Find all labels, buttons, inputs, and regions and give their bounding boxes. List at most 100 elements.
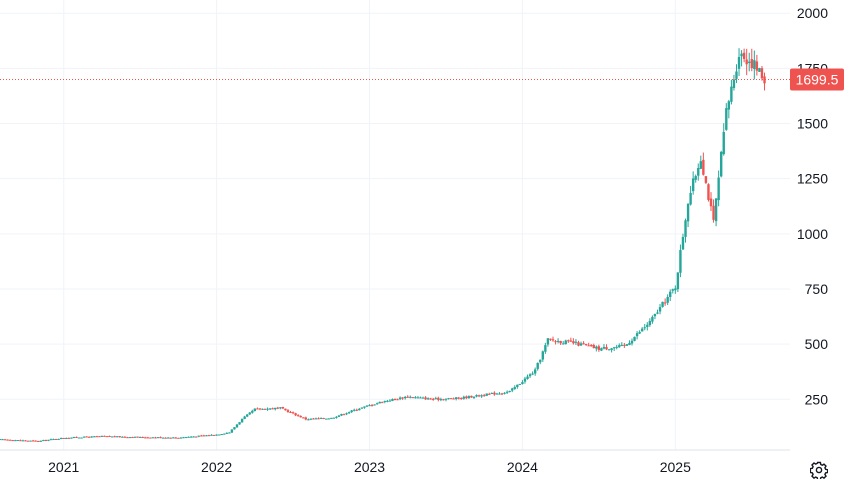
- candle: [141, 436, 144, 439]
- candle: [671, 288, 674, 294]
- settings-button[interactable]: [809, 461, 829, 481]
- candle: [118, 436, 121, 438]
- candle: [217, 434, 221, 436]
- candle: [694, 174, 697, 183]
- candle: [493, 391, 496, 396]
- candle: [14, 439, 17, 442]
- candle: [432, 397, 435, 401]
- candle: [177, 437, 180, 439]
- candle: [202, 434, 206, 437]
- candle: [312, 417, 315, 420]
- candle: [187, 436, 190, 438]
- candle: [740, 50, 743, 67]
- candle: [258, 408, 262, 411]
- candle: [383, 400, 387, 404]
- candle: [82, 436, 86, 438]
- candle: [342, 413, 346, 416]
- candle: [70, 437, 73, 439]
- candle: [536, 362, 539, 371]
- candle: [26, 440, 30, 442]
- candle: [39, 440, 42, 442]
- x-tick-label: 2023: [354, 459, 385, 475]
- candle: [704, 176, 708, 185]
- candle: [651, 315, 654, 324]
- y-tick-label: 750: [805, 281, 829, 297]
- candle: [240, 418, 244, 423]
- candle: [172, 437, 175, 439]
- y-tick-label: 1000: [797, 226, 828, 242]
- candle: [465, 395, 468, 400]
- candle: [57, 438, 60, 440]
- candle: [19, 439, 22, 442]
- candle: [80, 437, 83, 439]
- candle: [31, 439, 35, 442]
- candle: [725, 103, 728, 131]
- candle: [607, 349, 611, 351]
- candle: [182, 436, 185, 439]
- time-axis[interactable]: 2021 2022 2023 2024 2025: [0, 449, 790, 475]
- candle: [434, 396, 437, 400]
- candle: [416, 396, 420, 399]
- candle: [289, 410, 292, 414]
- x-tick-label: 2025: [660, 459, 691, 475]
- candle: [758, 67, 761, 73]
- candle: [133, 436, 137, 438]
- candle: [419, 396, 422, 399]
- candle: [628, 340, 631, 346]
- candle: [210, 434, 213, 436]
- candle: [691, 171, 695, 195]
- candle: [248, 412, 251, 416]
- candle: [350, 409, 353, 414]
- candle: [381, 401, 384, 404]
- candle: [324, 418, 328, 420]
- candle: [528, 373, 532, 378]
- last-price-value: 1699.5: [796, 72, 839, 88]
- candle: [212, 434, 216, 436]
- candle: [485, 393, 488, 397]
- candle: [44, 439, 48, 442]
- candle: [138, 436, 142, 438]
- candle: [615, 344, 618, 350]
- candle: [274, 407, 277, 411]
- candle: [65, 437, 68, 440]
- candle: [426, 397, 430, 400]
- candle: [656, 309, 659, 315]
- candle: [195, 436, 198, 438]
- candle: [11, 439, 14, 442]
- candle: [189, 435, 193, 438]
- candle: [546, 338, 550, 347]
- candle: [661, 301, 664, 308]
- candle: [146, 436, 150, 439]
- chart-grid: [0, 0, 790, 450]
- candle: [110, 436, 114, 438]
- candle: [582, 341, 585, 345]
- candle: [640, 327, 644, 332]
- candle: [0, 439, 2, 441]
- candle: [697, 163, 700, 181]
- candle: [263, 408, 267, 410]
- candle: [332, 417, 336, 419]
- candle: [105, 436, 109, 438]
- candle: [666, 294, 669, 306]
- candle: [179, 437, 183, 439]
- candle: [116, 436, 119, 438]
- candle: [95, 435, 99, 438]
- candle: [365, 405, 369, 407]
- candle: [409, 395, 412, 399]
- candle: [477, 394, 481, 398]
- candle: [284, 408, 287, 411]
- candle: [681, 233, 685, 250]
- candle: [151, 437, 155, 439]
- candle: [556, 338, 560, 344]
- candle: [72, 436, 76, 439]
- candle: [610, 347, 613, 353]
- candle: [8, 439, 12, 441]
- candle: [753, 50, 756, 80]
- candle: [42, 439, 45, 442]
- candle: [635, 331, 639, 340]
- candle: [658, 304, 662, 315]
- candle: [370, 404, 374, 407]
- candle: [735, 64, 738, 84]
